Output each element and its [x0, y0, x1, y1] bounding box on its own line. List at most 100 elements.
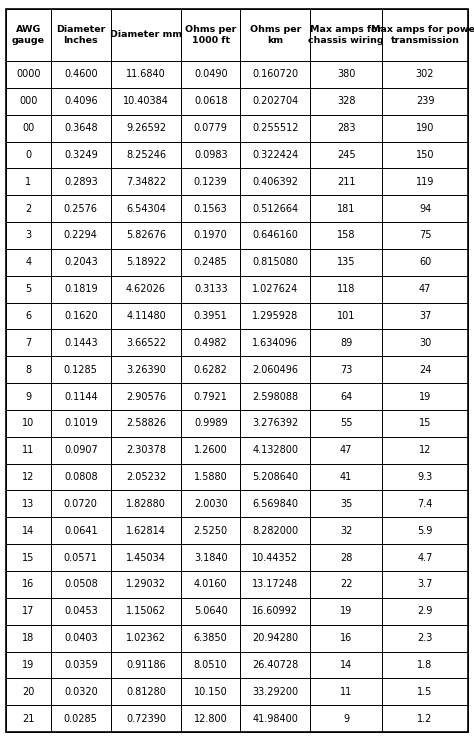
- Bar: [382, 651, 468, 679]
- Text: 3.66522: 3.66522: [126, 338, 166, 348]
- Bar: [181, 464, 240, 491]
- Bar: [382, 9, 468, 61]
- Bar: [51, 88, 111, 115]
- Bar: [111, 705, 181, 732]
- Text: 16.60992: 16.60992: [252, 606, 298, 617]
- Bar: [382, 276, 468, 302]
- Bar: [51, 249, 111, 276]
- Bar: [382, 544, 468, 571]
- Bar: [382, 436, 468, 464]
- Bar: [6, 142, 51, 168]
- Text: 2.060496: 2.060496: [252, 365, 298, 375]
- Text: 10.44352: 10.44352: [252, 553, 299, 562]
- Bar: [111, 544, 181, 571]
- Text: 2.0030: 2.0030: [194, 499, 228, 509]
- Text: 0.0359: 0.0359: [64, 660, 98, 670]
- Text: 2.58826: 2.58826: [126, 419, 166, 428]
- Bar: [6, 249, 51, 276]
- Bar: [51, 276, 111, 302]
- Bar: [6, 115, 51, 142]
- Bar: [382, 115, 468, 142]
- Text: 00: 00: [22, 123, 34, 133]
- Text: 3.26390: 3.26390: [126, 365, 166, 375]
- Text: 3.276392: 3.276392: [252, 419, 299, 428]
- Bar: [181, 276, 240, 302]
- Bar: [240, 436, 310, 464]
- Bar: [310, 625, 382, 651]
- Text: 7.4: 7.4: [417, 499, 433, 509]
- Bar: [181, 436, 240, 464]
- Text: 1.2600: 1.2600: [194, 445, 228, 455]
- Bar: [382, 383, 468, 410]
- Text: 0.3951: 0.3951: [194, 311, 228, 321]
- Bar: [240, 464, 310, 491]
- Text: 0.646160: 0.646160: [253, 230, 298, 241]
- Bar: [310, 249, 382, 276]
- Text: 3: 3: [25, 230, 31, 241]
- Bar: [111, 491, 181, 517]
- Bar: [382, 598, 468, 625]
- Text: 0.3133: 0.3133: [194, 284, 228, 294]
- Bar: [111, 142, 181, 168]
- Text: 13: 13: [22, 499, 34, 509]
- Text: Ohms per
1000 ft: Ohms per 1000 ft: [185, 25, 237, 45]
- Bar: [6, 517, 51, 544]
- Bar: [111, 222, 181, 249]
- Bar: [111, 410, 181, 436]
- Bar: [382, 571, 468, 598]
- Bar: [310, 491, 382, 517]
- Bar: [51, 356, 111, 383]
- Text: 41.98400: 41.98400: [253, 714, 298, 724]
- Text: 119: 119: [416, 177, 434, 187]
- Bar: [181, 705, 240, 732]
- Text: 2: 2: [25, 204, 31, 213]
- Bar: [310, 276, 382, 302]
- Bar: [181, 410, 240, 436]
- Text: 158: 158: [337, 230, 356, 241]
- Bar: [111, 464, 181, 491]
- Bar: [6, 544, 51, 571]
- Bar: [111, 88, 181, 115]
- Bar: [310, 383, 382, 410]
- Bar: [240, 544, 310, 571]
- Bar: [111, 383, 181, 410]
- Bar: [382, 491, 468, 517]
- Text: 0.815080: 0.815080: [252, 257, 298, 268]
- Text: 14: 14: [340, 660, 352, 670]
- Text: 19: 19: [22, 660, 34, 670]
- Text: 32: 32: [340, 526, 352, 536]
- Text: 47: 47: [419, 284, 431, 294]
- Bar: [240, 625, 310, 651]
- Bar: [181, 249, 240, 276]
- Bar: [6, 383, 51, 410]
- Bar: [51, 142, 111, 168]
- Bar: [51, 222, 111, 249]
- Text: 0.0320: 0.0320: [64, 687, 98, 697]
- Bar: [6, 625, 51, 651]
- Text: 28: 28: [340, 553, 352, 562]
- Bar: [181, 491, 240, 517]
- Bar: [382, 410, 468, 436]
- Bar: [310, 544, 382, 571]
- Bar: [310, 517, 382, 544]
- Bar: [111, 625, 181, 651]
- Text: 0.6282: 0.6282: [194, 365, 228, 375]
- Text: 0.0907: 0.0907: [64, 445, 98, 455]
- Bar: [310, 356, 382, 383]
- Bar: [310, 302, 382, 330]
- Text: 9.26592: 9.26592: [126, 123, 166, 133]
- Bar: [240, 491, 310, 517]
- Text: 0.0285: 0.0285: [64, 714, 98, 724]
- Text: 1.027624: 1.027624: [252, 284, 299, 294]
- Text: 0.1285: 0.1285: [64, 365, 98, 375]
- Text: 12.800: 12.800: [194, 714, 228, 724]
- Text: 16: 16: [22, 579, 34, 589]
- Text: 37: 37: [419, 311, 431, 321]
- Text: 5.9: 5.9: [417, 526, 433, 536]
- Text: 1.62814: 1.62814: [126, 526, 166, 536]
- Text: Ohms per
km: Ohms per km: [250, 25, 301, 45]
- Text: 0.1144: 0.1144: [64, 391, 98, 402]
- Bar: [310, 410, 382, 436]
- Text: 0.2576: 0.2576: [64, 204, 98, 213]
- Text: 0.2485: 0.2485: [194, 257, 228, 268]
